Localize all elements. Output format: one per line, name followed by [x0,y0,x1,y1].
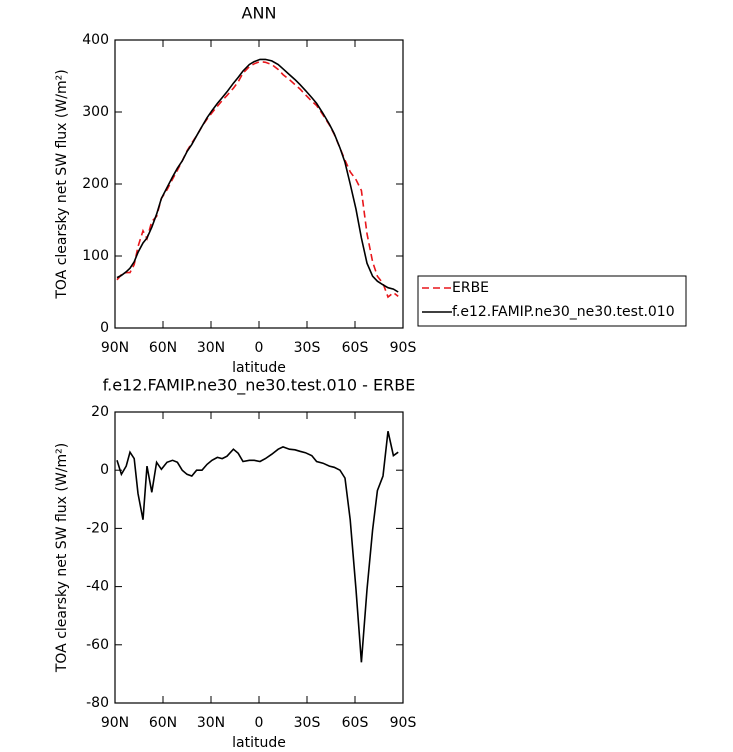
x-tick-label: 90N [101,340,129,356]
y-tick-label: 200 [82,176,109,192]
x-tick-label: 30S [294,340,321,356]
data-line [116,431,399,663]
x-tick-label: 60N [149,340,177,356]
x-tick-label: 30N [197,340,225,356]
data-line [116,58,399,293]
y-axis-label: TOA clearsky net SW flux (W/m²) [54,443,70,673]
chart-title: ANN [242,4,277,23]
y-axis-label: TOA clearsky net SW flux (W/m²) [54,69,70,299]
y-tick-label: 20 [91,404,109,420]
x-axis-label: latitude [232,360,286,376]
data-line [116,60,399,299]
y-tick-label: 0 [100,462,109,478]
legend-label: f.e12.FAMIP.ne30_ne30.test.010 [452,304,675,320]
y-tick-label: -60 [86,637,109,653]
x-tick-label: 30S [294,715,321,731]
chart-title: f.e12.FAMIP.ne30_ne30.test.010 - ERBE [103,376,416,396]
y-tick-label: -40 [86,579,109,595]
plot-frame [114,411,404,704]
y-tick-label: 100 [82,248,109,264]
legend-box [417,275,687,327]
x-tick-label: 0 [255,715,264,731]
x-tick-label: 30N [197,715,225,731]
y-tick-label: -20 [86,520,109,536]
x-tick-label: 90N [101,715,129,731]
x-tick-label: 60S [342,340,369,356]
x-tick-label: 60N [149,715,177,731]
x-tick-label: 90S [390,340,417,356]
x-axis-label: latitude [232,735,286,751]
y-tick-label: -80 [86,695,109,711]
y-tick-label: 0 [100,320,109,336]
x-tick-label: 60S [342,715,369,731]
legend-label: ERBE [452,280,489,296]
y-tick-label: 400 [82,32,109,48]
y-tick-label: 300 [82,104,109,120]
x-tick-label: 90S [390,715,417,731]
x-tick-label: 0 [255,340,264,356]
plot-frame [114,39,404,329]
